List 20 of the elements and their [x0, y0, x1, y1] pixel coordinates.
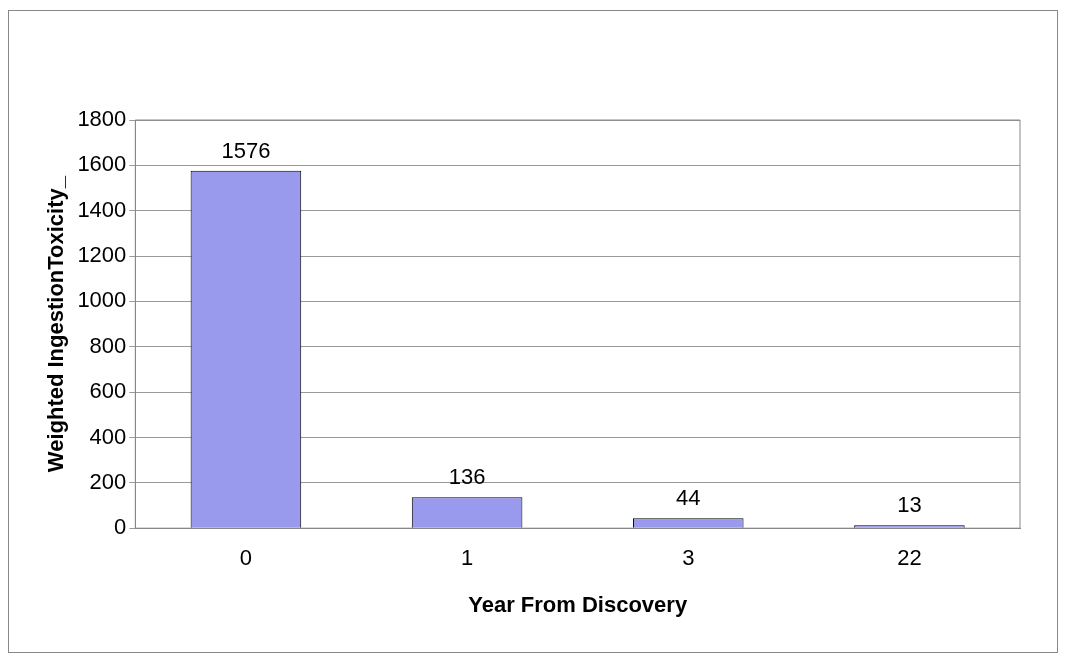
y-tick-label: 1200	[77, 242, 127, 268]
y-tick-label: 1000	[77, 287, 127, 313]
data-label: 1576	[221, 137, 271, 163]
y-tick-label: 0	[114, 514, 127, 540]
y-tick-label: 800	[89, 332, 127, 358]
x-axis-title: Year From Discovery	[468, 591, 688, 617]
x-tick-label: 1	[460, 545, 474, 571]
data-label: 13	[897, 492, 922, 518]
data-label: 44	[676, 485, 701, 511]
y-tick-label: 1800	[77, 106, 127, 132]
x-tick-label: 0	[239, 545, 253, 571]
y-tick-label: 600	[89, 378, 127, 404]
x-tick-label: 22	[897, 545, 922, 571]
data-label: 136	[448, 464, 486, 490]
y-axis-title: Weighted IngestionToxicity_	[43, 175, 69, 473]
y-tick-label: 1600	[77, 151, 127, 177]
y-tick-label: 400	[89, 423, 127, 449]
y-tick-label: 200	[89, 468, 127, 494]
y-tick-label: 1400	[77, 196, 127, 222]
x-tick-label: 3	[682, 545, 695, 571]
